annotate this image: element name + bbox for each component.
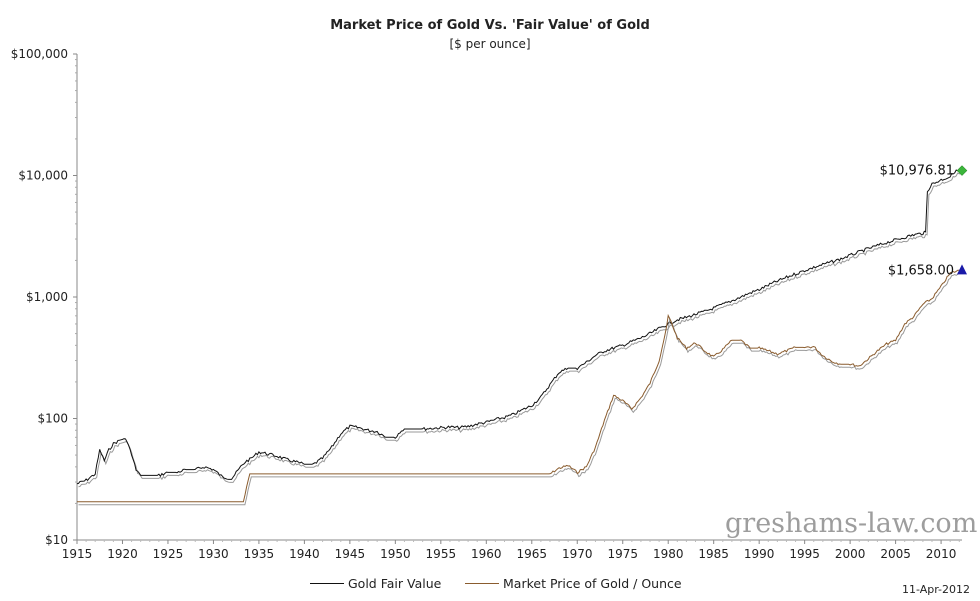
end-label-market-price: $1,658.00: [888, 263, 954, 278]
watermark-text: greshams-law.com: [725, 508, 978, 539]
x-tick-label: 1925: [153, 547, 184, 561]
series-line-fair-value: [76, 169, 960, 485]
end-marker-fair-value: [956, 165, 968, 176]
chart-subtitle: [$ per ounce]: [449, 37, 531, 51]
series-line-market-price: [77, 269, 960, 503]
x-tick-label: 1990: [744, 547, 775, 561]
end-marker-market-price: [957, 264, 967, 275]
x-tick-label: 2005: [880, 547, 911, 561]
legend-item-fair-value: Gold Fair Value: [310, 576, 441, 591]
x-axis: 1915 1920 1925 1930 1935 1940 1945 1950 1955 1960…: [62, 539, 962, 561]
y-tick-label: $10,000: [18, 169, 68, 183]
x-tick-label: 1915: [62, 547, 93, 561]
y-tick-label: $10: [45, 533, 68, 547]
series-layer: [76, 169, 961, 506]
legend-item-market-price: Market Price of Gold / Ounce: [465, 576, 682, 591]
x-tick-label: 2000: [835, 547, 866, 561]
marker-layer: $10,976.81 $1,658.00: [880, 164, 968, 278]
x-tick-label: 1955: [426, 547, 457, 561]
x-tick-label: 1945: [335, 547, 366, 561]
x-tick-label: 1975: [607, 547, 638, 561]
chart-title: Market Price of Gold Vs. 'Fair Value' of…: [330, 18, 650, 33]
x-tick-label: 1960: [471, 547, 502, 561]
series-shadow-market-price: [78, 272, 961, 506]
date-stamp: 11-Apr-2012: [901, 583, 970, 596]
x-tick-label: 1985: [698, 547, 729, 561]
end-label-fair-value: $10,976.81: [880, 164, 954, 179]
legend-label-market-price: Market Price of Gold / Ounce: [503, 576, 682, 591]
legend-swatch-market-price: [465, 583, 499, 584]
x-tick-label: 1930: [198, 547, 229, 561]
y-tick-label: $1,000: [26, 290, 68, 304]
x-tick-label: 1980: [653, 547, 684, 561]
x-tick-label: 1995: [789, 547, 820, 561]
x-tick-label: 2010: [926, 547, 957, 561]
series-shadow-fair-value: [78, 172, 961, 488]
y-tick-label: $100,000: [11, 47, 68, 61]
x-tick-label: 1965: [517, 547, 548, 561]
x-tick-label: 1950: [380, 547, 411, 561]
legend-swatch-fair-value: [310, 583, 344, 584]
x-tick-label: 1920: [107, 547, 138, 561]
x-tick-label: 1940: [289, 547, 320, 561]
x-tick-label: 1935: [244, 547, 275, 561]
y-axis: $10 $100 $1,000 $10,000 $100,000: [11, 47, 78, 547]
y-tick-label: $100: [37, 412, 68, 426]
x-tick-label: 1970: [562, 547, 593, 561]
legend-label-fair-value: Gold Fair Value: [348, 576, 442, 591]
